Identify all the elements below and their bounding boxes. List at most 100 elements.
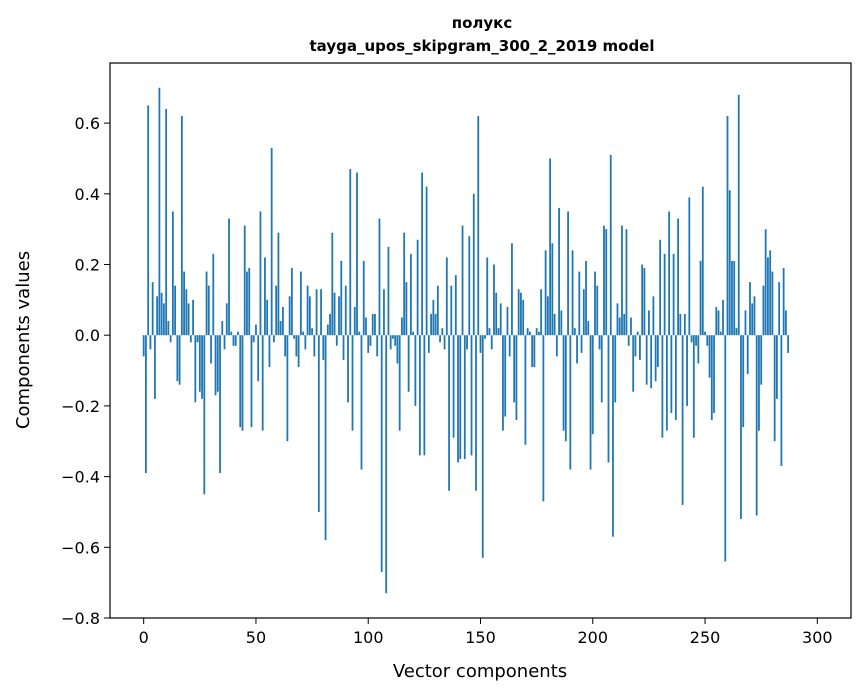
bar-165 [513, 335, 516, 403]
bar-209 [612, 335, 614, 537]
bar-89 [342, 335, 345, 360]
bar-223 [643, 268, 646, 336]
bar-142 [461, 225, 464, 336]
bar-116 [403, 232, 406, 336]
bar-249 [701, 186, 704, 336]
bar-235 [670, 335, 673, 413]
bar-9 [162, 303, 165, 336]
bar-169 [522, 299, 525, 336]
bar-87 [338, 296, 340, 336]
bar-133 [441, 328, 444, 336]
bar-241 [683, 313, 686, 336]
bar-102 [371, 313, 374, 336]
bar-2 [147, 105, 150, 336]
bar-120 [412, 331, 415, 336]
bar-84 [331, 232, 334, 336]
bar-37 [225, 303, 228, 336]
bar-31 [212, 253, 215, 336]
bar-28 [205, 271, 208, 336]
bar-153 [486, 257, 489, 336]
bar-254 [713, 335, 715, 413]
bar-267 [742, 335, 745, 428]
bar-279 [769, 250, 772, 336]
y-tick-label: −0.6 [61, 538, 100, 557]
bar-32 [214, 335, 217, 396]
bar-13 [171, 211, 174, 336]
bar-214 [623, 313, 626, 336]
bar-205 [603, 225, 605, 336]
bar-258 [722, 299, 724, 336]
bar-27 [203, 335, 206, 495]
bar-38 [228, 218, 230, 336]
bar-198 [587, 321, 590, 336]
x-tick-label: 50 [246, 628, 266, 647]
bar-108 [385, 335, 388, 594]
bar-85 [333, 292, 336, 336]
bar-125 [423, 335, 426, 456]
bar-132 [439, 335, 441, 343]
bar-238 [677, 218, 679, 336]
bar-15 [176, 335, 179, 382]
bar-247 [697, 335, 700, 364]
bar-64 [286, 335, 289, 442]
bar-144 [466, 335, 468, 350]
bar-126 [425, 186, 428, 336]
bar-171 [526, 328, 529, 336]
bar-71 [302, 331, 305, 336]
bar-78 [317, 335, 320, 512]
bar-96 [358, 331, 361, 336]
bar-162 [506, 306, 509, 336]
bar-146 [470, 335, 473, 456]
y-tick-label: −0.8 [61, 609, 100, 628]
x-tick-label: 150 [465, 628, 496, 647]
bar-51 [257, 335, 260, 382]
bar-100 [367, 335, 370, 353]
x-tick-label: 100 [353, 628, 384, 647]
x-tick-label: 200 [577, 628, 608, 647]
bar-231 [661, 335, 664, 438]
bar-4 [151, 282, 154, 336]
bar-149 [477, 116, 480, 336]
bar-105 [378, 218, 381, 336]
y-tick-label: 0.4 [75, 185, 100, 204]
x-axis-ticks: 0 50 100 150 200 250 300 [139, 618, 833, 647]
bar-277 [764, 229, 767, 336]
bar-147 [472, 193, 475, 336]
bar-196 [582, 289, 585, 336]
bar-74 [308, 296, 311, 336]
bar-83 [329, 313, 331, 336]
bar-286 [784, 310, 787, 336]
bar-178 [542, 335, 545, 502]
bar-275 [760, 335, 763, 385]
bar-99 [365, 317, 367, 336]
bar-239 [679, 313, 682, 336]
bar-94 [353, 306, 356, 336]
bar-12 [169, 335, 172, 343]
bar-65 [288, 296, 291, 336]
bar-210 [614, 335, 617, 403]
bar-243 [688, 197, 691, 336]
bar-233 [665, 335, 668, 431]
bar-218 [632, 335, 635, 392]
bar-194 [578, 271, 581, 336]
bar-3 [149, 335, 152, 350]
bar-1 [145, 335, 147, 474]
bar-115 [401, 317, 403, 336]
bar-129 [432, 299, 435, 336]
bar-193 [576, 335, 578, 364]
bar-285 [782, 268, 785, 336]
bar-211 [616, 303, 619, 336]
bar-33 [216, 335, 219, 392]
bar-35 [221, 321, 224, 336]
bar-253 [710, 335, 713, 421]
x-tick-label: 0 [139, 628, 149, 647]
bar-135 [445, 257, 448, 336]
bar-95 [356, 172, 358, 336]
bar-236 [672, 253, 675, 336]
bar-175 [535, 328, 538, 336]
bar-97 [360, 335, 363, 470]
bar-155 [490, 335, 493, 350]
bar-110 [389, 335, 392, 350]
y-tick-label: 0.0 [75, 326, 100, 345]
bar-242 [686, 335, 688, 406]
